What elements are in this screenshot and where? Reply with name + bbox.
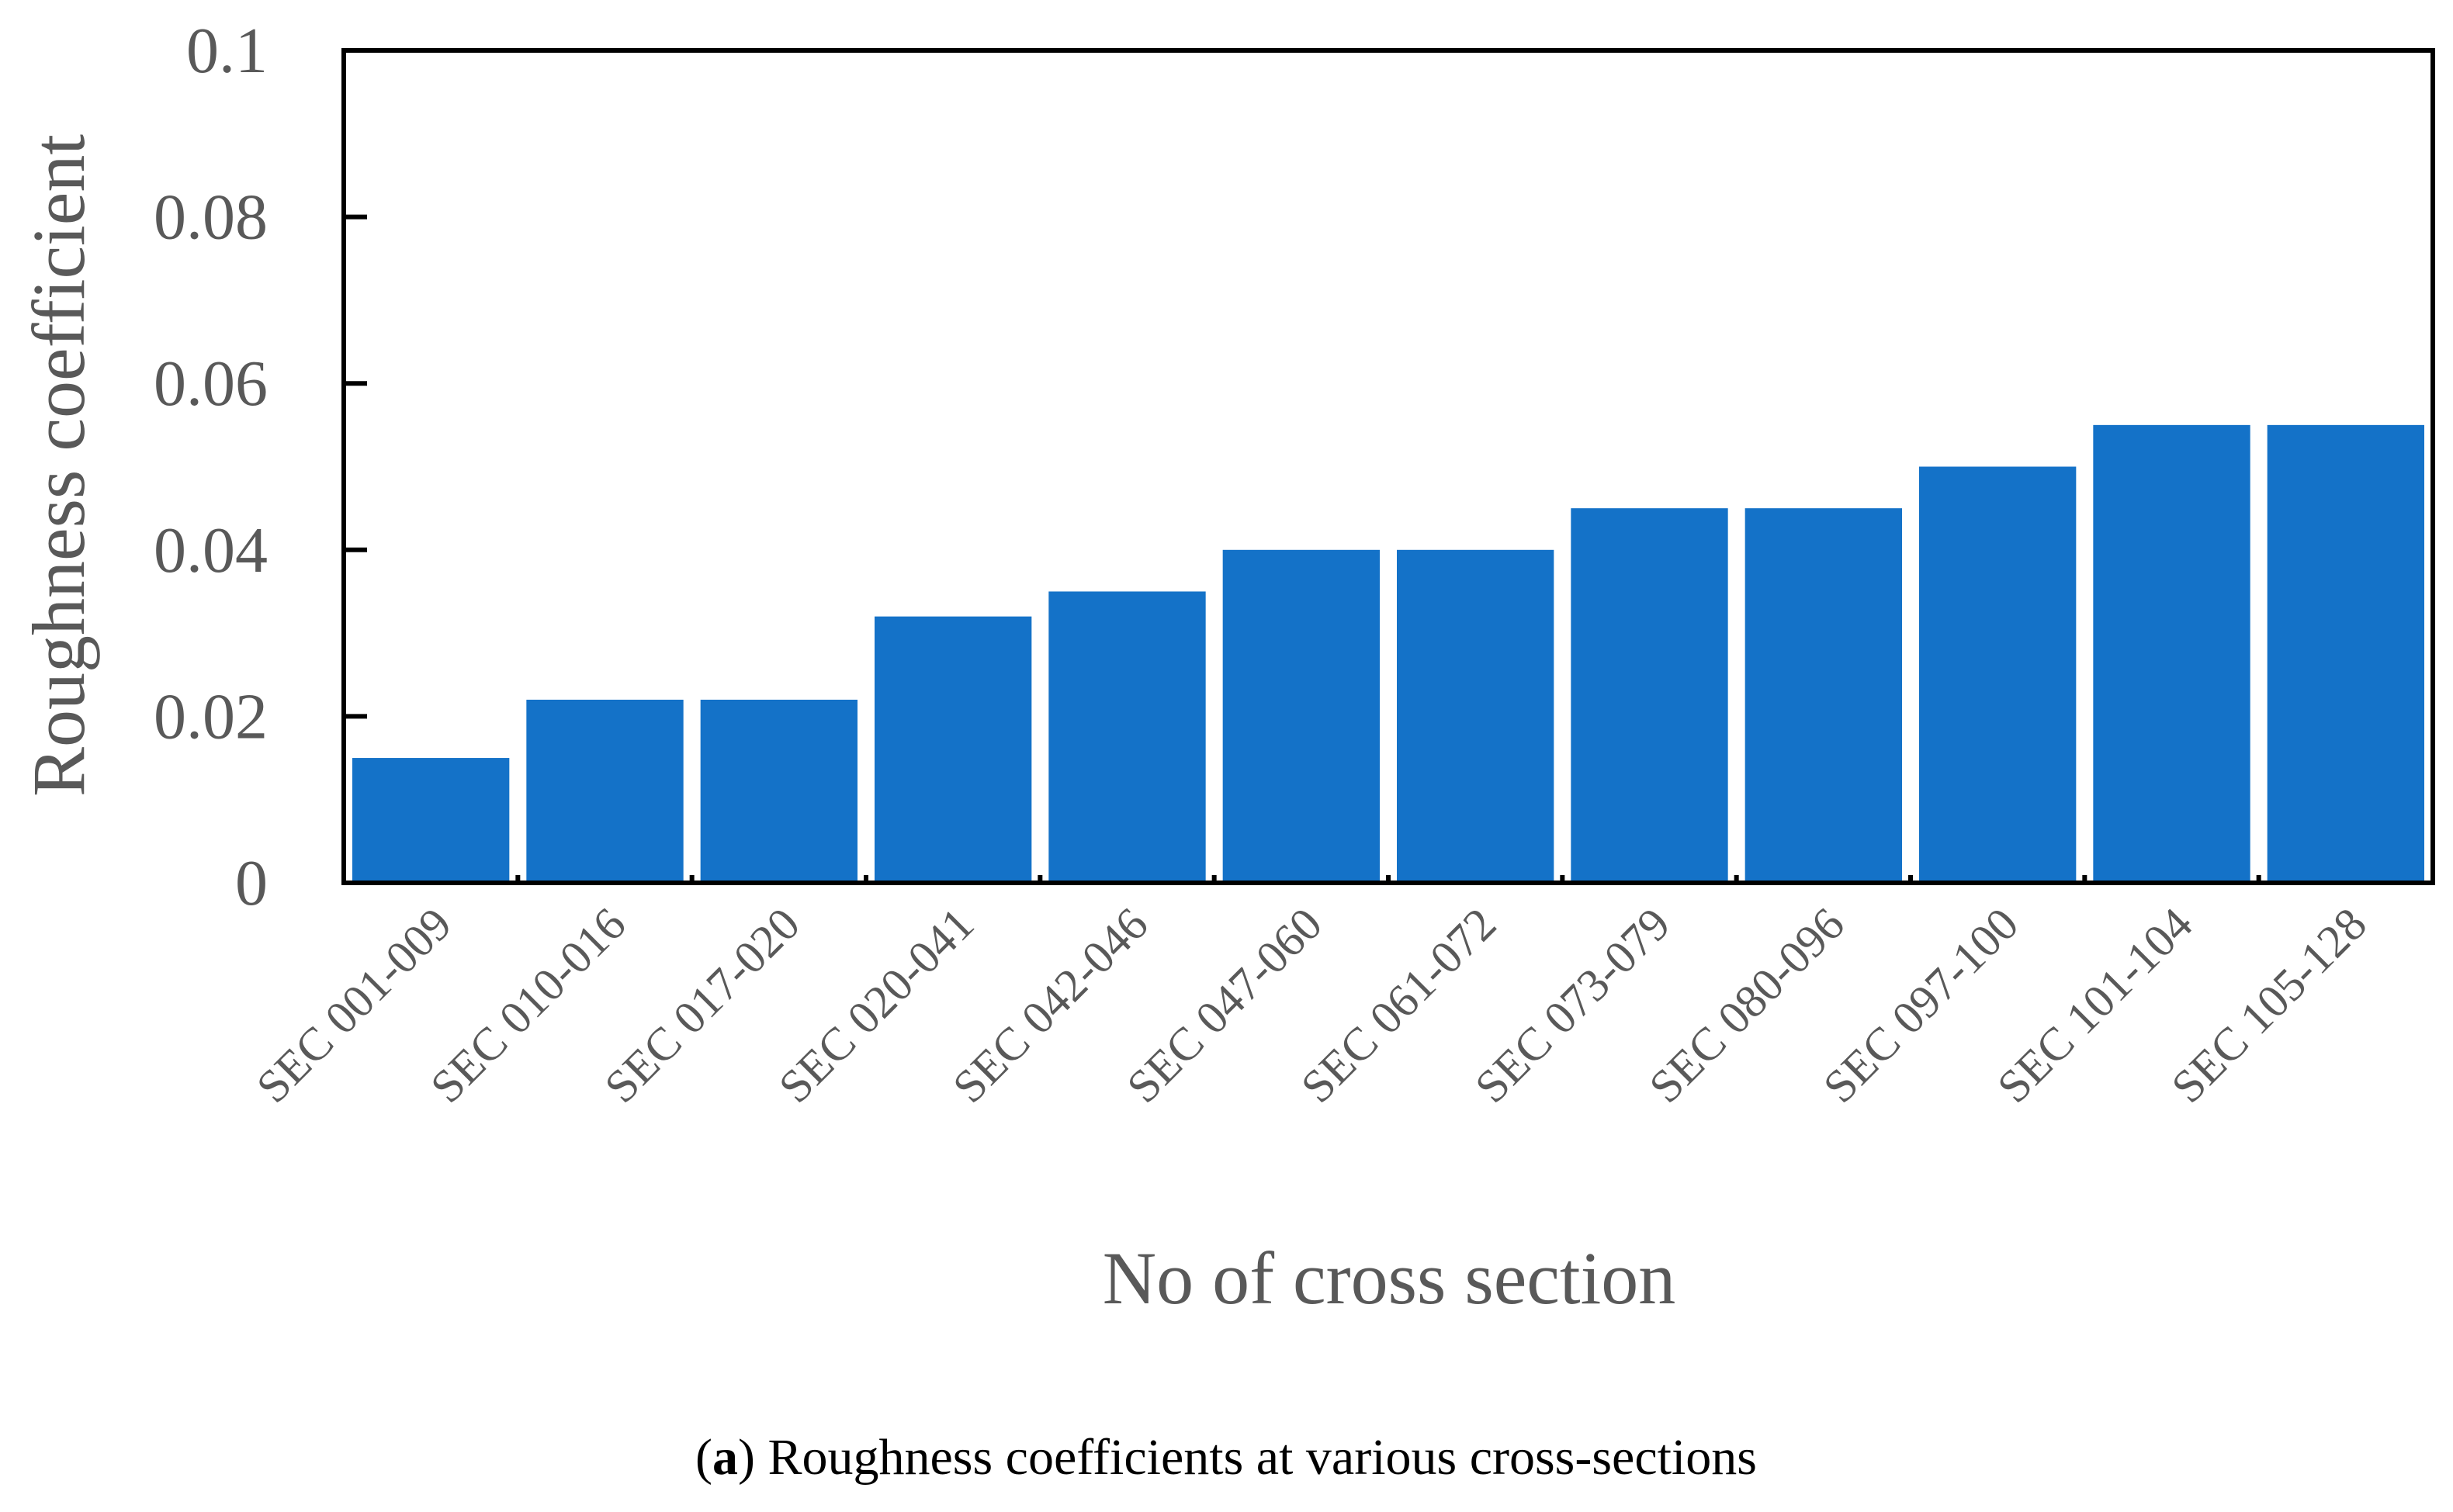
y-tick-label: 0.08 <box>154 182 268 254</box>
bar-9 <box>1744 508 1902 883</box>
bars <box>352 424 2424 883</box>
bar-2 <box>526 699 684 883</box>
y-tick-label: 0.04 <box>154 514 268 586</box>
y-tick-label: 0.02 <box>154 680 268 753</box>
y-tick-label: 0.1 <box>186 15 268 87</box>
bar-3 <box>700 699 858 883</box>
y-axis-title: Roughness coefficient <box>17 134 100 797</box>
figure-caption: (a) Roughness coefficients at various cr… <box>695 1429 1757 1486</box>
caption-label: a <box>712 1429 738 1486</box>
plot-frame <box>341 48 2435 885</box>
x-axis-title: No of cross section <box>1103 1237 1676 1320</box>
caption-text: Roughness coefficients at various cross-… <box>755 1429 1757 1486</box>
bar-8 <box>1571 508 1728 883</box>
bar-7 <box>1397 549 1554 883</box>
y-tick-label: 0 <box>235 847 268 919</box>
bar-10 <box>1919 466 2077 883</box>
bar-12 <box>2267 424 2424 883</box>
bar-6 <box>1222 549 1380 883</box>
bar-1 <box>352 758 510 883</box>
bar-5 <box>1048 591 1206 883</box>
y-tick-label: 0.06 <box>154 348 268 420</box>
bar-11 <box>2093 424 2250 883</box>
bar-4 <box>875 616 1032 883</box>
y-axis-ticks: 0 0.02 0.04 0.06 0.08 0.1 <box>154 15 367 919</box>
